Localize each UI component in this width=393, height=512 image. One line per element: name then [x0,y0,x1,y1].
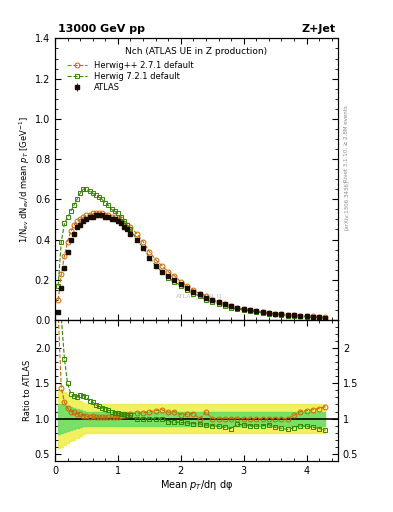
Herwig 7.2.1 default [100,196,105,202]
Herwig++ 2.7.1 default [323,314,328,321]
X-axis label: Mean $p_T$/dη dφ: Mean $p_T$/dη dφ [160,478,233,493]
Herwig 7.2.1 default [56,283,61,289]
Text: Z+Jet: Z+Jet [301,24,335,34]
Herwig++ 2.7.1 default [87,212,92,219]
Herwig 7.2.1 default [75,196,79,202]
Text: Nch (ATLAS UE in Z production): Nch (ATLAS UE in Z production) [125,47,268,56]
Herwig++ 2.7.1 default [90,210,95,217]
Herwig++ 2.7.1 default [292,312,296,318]
Herwig++ 2.7.1 default [317,314,321,320]
Line: Herwig 7.2.1 default: Herwig 7.2.1 default [56,187,328,321]
Herwig++ 2.7.1 default [56,297,61,303]
Herwig++ 2.7.1 default [75,218,79,224]
Y-axis label: Ratio to ATLAS: Ratio to ATLAS [23,360,32,421]
Herwig 7.2.1 default [292,313,296,319]
Herwig 7.2.1 default [323,315,328,321]
Y-axis label: 1/N$_{ev}$ dN$_{ev}$/d mean $p_T$ [GeV$^{-1}$]: 1/N$_{ev}$ dN$_{ev}$/d mean $p_T$ [GeV$^… [18,116,32,243]
Line: Herwig++ 2.7.1 default: Herwig++ 2.7.1 default [56,211,328,319]
Herwig++ 2.7.1 default [122,220,127,226]
Herwig 7.2.1 default [90,190,95,196]
Legend: Herwig++ 2.7.1 default, Herwig 7.2.1 default, ATLAS: Herwig++ 2.7.1 default, Herwig 7.2.1 def… [65,59,195,94]
Herwig++ 2.7.1 default [100,210,105,217]
Herwig 7.2.1 default [317,314,321,321]
Text: [arXiv:1306.3436]: [arXiv:1306.3436] [344,180,349,230]
Herwig 7.2.1 default [81,186,86,193]
Text: Rivet 3.1.10, ≥ 2.8M events: Rivet 3.1.10, ≥ 2.8M events [344,105,349,182]
Herwig 7.2.1 default [122,218,127,224]
Text: ATLAS_2019_I1...: ATLAS_2019_I1... [176,293,229,299]
Text: 13000 GeV pp: 13000 GeV pp [58,24,145,34]
